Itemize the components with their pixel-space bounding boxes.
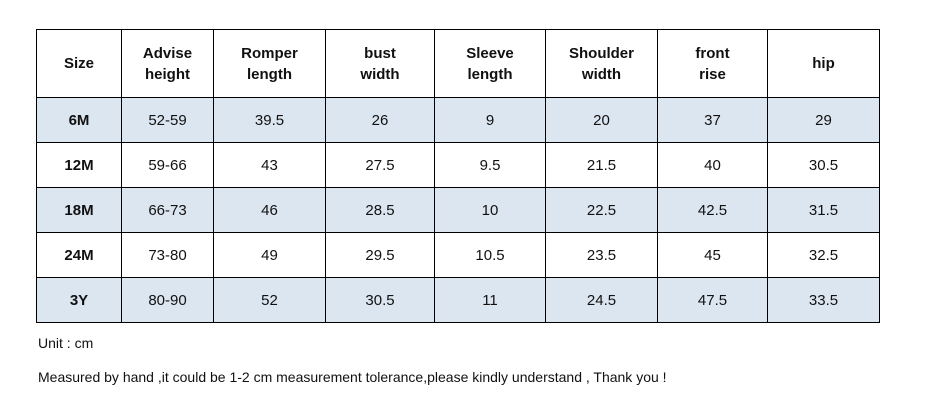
header-cell: Romper length <box>213 29 326 98</box>
size-cell: 6M <box>36 97 122 143</box>
size-cell: 18M <box>36 187 122 233</box>
header-text: rise <box>699 65 726 83</box>
value-cell: 23.5 <box>545 232 658 278</box>
header-text: Advise <box>142 44 193 62</box>
header-cell: Sleeve length <box>434 29 546 98</box>
header-text: bust <box>364 44 396 62</box>
value-cell: 52-59 <box>121 97 214 143</box>
unit-note: Unit : cm <box>38 335 94 351</box>
value-cell: 9.5 <box>434 142 546 188</box>
value-cell: 73-80 <box>121 232 214 278</box>
value-cell: 29 <box>767 97 880 143</box>
value-cell: 9 <box>434 97 546 143</box>
value-cell: 40 <box>657 142 768 188</box>
header-text: Shoulder <box>568 44 634 62</box>
value-cell: 47.5 <box>657 277 768 323</box>
header-text: Sleeve <box>466 44 514 62</box>
table-row: 18M 66-73 46 28.5 10 22.5 42.5 31.5 <box>36 187 880 233</box>
value-cell: 27.5 <box>325 142 435 188</box>
header-text: length <box>467 65 513 83</box>
header-cell: bust width <box>325 29 435 98</box>
tolerance-note: Measured by hand ,it could be 1-2 cm mea… <box>38 369 667 385</box>
value-cell: 10 <box>434 187 546 233</box>
value-cell: 32.5 <box>767 232 880 278</box>
header-cell: Shoulder width <box>545 29 658 98</box>
table-row: 3Y 80-90 52 30.5 11 24.5 47.5 33.5 <box>36 277 880 323</box>
size-table: Size Advise height Romper length bust width Sle… <box>36 29 880 323</box>
value-cell: 66-73 <box>121 187 214 233</box>
value-cell: 30.5 <box>325 277 435 323</box>
value-cell: 37 <box>657 97 768 143</box>
table-row: 6M 52-59 39.5 26 9 20 37 29 <box>36 97 880 143</box>
size-cell: 3Y <box>36 277 122 323</box>
header-text: hip <box>812 55 835 72</box>
header-text: Size <box>63 55 94 72</box>
value-cell: 20 <box>545 97 658 143</box>
value-cell: 46 <box>213 187 326 233</box>
value-cell: 21.5 <box>545 142 658 188</box>
value-cell: 45 <box>657 232 768 278</box>
size-cell: 12M <box>36 142 122 188</box>
table-row: 12M 59-66 43 27.5 9.5 21.5 40 30.5 <box>36 142 880 188</box>
size-cell: 24M <box>36 232 122 278</box>
value-cell: 59-66 <box>121 142 214 188</box>
value-cell: 49 <box>213 232 326 278</box>
value-cell: 42.5 <box>657 187 768 233</box>
header-text: Romper <box>241 44 298 62</box>
value-cell: 30.5 <box>767 142 880 188</box>
value-cell: 11 <box>434 277 546 323</box>
header-text: height <box>145 65 190 83</box>
header-cell: Size <box>36 29 122 98</box>
value-cell: 22.5 <box>545 187 658 233</box>
value-cell: 24.5 <box>545 277 658 323</box>
header-text: length <box>247 65 292 83</box>
value-cell: 10.5 <box>434 232 546 278</box>
table-body: 6M 52-59 39.5 26 9 20 37 29 12M 59-66 43 27.5 9.5 21.… <box>36 97 880 323</box>
header-text: width <box>360 65 400 83</box>
value-cell: 28.5 <box>325 187 435 233</box>
value-cell: 52 <box>213 277 326 323</box>
value-cell: 26 <box>325 97 435 143</box>
header-cell: Advise height <box>121 29 214 98</box>
header-text: width <box>581 65 622 83</box>
header-cell: front rise <box>657 29 768 98</box>
header-row: Size Advise height Romper length bust width Sle… <box>36 29 880 98</box>
value-cell: 29.5 <box>325 232 435 278</box>
value-cell: 31.5 <box>767 187 880 233</box>
value-cell: 39.5 <box>213 97 326 143</box>
value-cell: 80-90 <box>121 277 214 323</box>
value-cell: 33.5 <box>767 277 880 323</box>
value-cell: 43 <box>213 142 326 188</box>
table-row: 24M 73-80 49 29.5 10.5 23.5 45 32.5 <box>36 232 880 278</box>
header-text: front <box>695 44 730 62</box>
header-cell: hip <box>767 29 880 98</box>
